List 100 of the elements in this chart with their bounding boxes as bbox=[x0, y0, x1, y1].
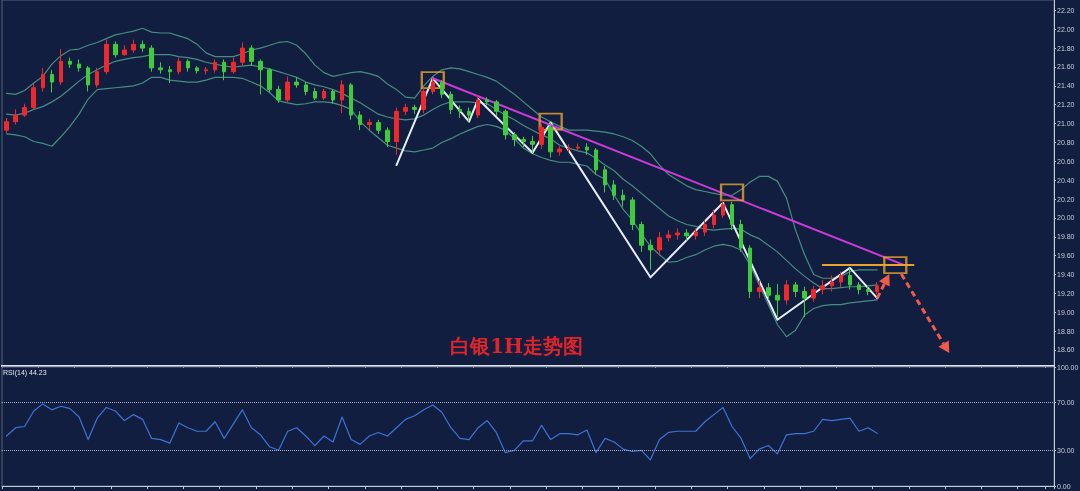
candlestick bbox=[567, 143, 571, 153]
candlestick bbox=[449, 91, 453, 115]
candlestick bbox=[412, 104, 417, 115]
candlestick bbox=[213, 58, 217, 74]
candlestick bbox=[621, 189, 625, 208]
candlestick bbox=[630, 196, 635, 231]
line-series bbox=[5, 76, 878, 338]
candlestick bbox=[158, 61, 163, 75]
candlestick bbox=[548, 122, 553, 159]
candlestick bbox=[249, 44, 254, 67]
candlestick bbox=[684, 228, 689, 242]
candlestick bbox=[331, 89, 335, 105]
candlestick bbox=[657, 231, 662, 257]
candlestick bbox=[712, 208, 716, 229]
candlestick bbox=[748, 244, 752, 299]
candlestick bbox=[811, 285, 816, 303]
candlestick bbox=[149, 44, 154, 73]
candlestick bbox=[458, 105, 462, 119]
point bbox=[720, 183, 745, 202]
candlestick bbox=[358, 110, 362, 131]
candlestick bbox=[304, 81, 308, 96]
candlestick bbox=[775, 283, 780, 318]
candlestick bbox=[512, 131, 517, 147]
candlestick bbox=[86, 65, 90, 92]
candlestick bbox=[168, 65, 172, 84]
candlestick bbox=[340, 79, 344, 114]
candlestick bbox=[285, 75, 290, 103]
candlestick bbox=[739, 219, 743, 253]
candlestick bbox=[476, 94, 480, 119]
candlestick bbox=[503, 108, 508, 141]
candlestick bbox=[594, 147, 598, 176]
candlestick bbox=[22, 103, 27, 118]
line-series bbox=[5, 403, 878, 461]
candlestick bbox=[839, 271, 843, 289]
candlestick bbox=[603, 165, 607, 193]
candlestick bbox=[267, 67, 272, 93]
candlestick bbox=[68, 57, 72, 69]
candlestick bbox=[258, 58, 263, 95]
candlestick bbox=[77, 58, 81, 73]
candlestick bbox=[521, 136, 526, 148]
candlestick bbox=[376, 119, 381, 135]
candlestick bbox=[666, 229, 671, 242]
candlestick bbox=[784, 279, 789, 306]
candlestick bbox=[31, 83, 36, 110]
candlestick bbox=[557, 145, 562, 157]
candlestick bbox=[820, 279, 825, 295]
candlestick bbox=[875, 281, 879, 295]
candlestick bbox=[4, 117, 9, 134]
candlestick bbox=[367, 118, 372, 131]
candlestick bbox=[222, 58, 226, 81]
candlestick bbox=[104, 39, 109, 76]
candlestick bbox=[50, 69, 54, 93]
candlestick bbox=[675, 227, 680, 241]
candlestick bbox=[576, 142, 580, 152]
text: 白银1H走势图 bbox=[450, 334, 583, 358]
candlestick bbox=[730, 201, 734, 231]
candlestick bbox=[41, 67, 45, 92]
candlestick bbox=[802, 286, 807, 318]
candlestick bbox=[721, 199, 725, 219]
candlestick bbox=[385, 126, 390, 148]
candlestick bbox=[95, 67, 99, 89]
candlestick bbox=[830, 274, 834, 292]
candlestick bbox=[766, 282, 771, 301]
candlestick bbox=[539, 123, 544, 150]
candlestick bbox=[122, 44, 127, 57]
candlestick bbox=[59, 48, 63, 86]
candlestick bbox=[294, 76, 299, 89]
candlestick bbox=[694, 227, 698, 241]
candlestick bbox=[13, 108, 18, 126]
candlestick bbox=[757, 279, 762, 299]
candlestick bbox=[113, 41, 118, 59]
candlestick bbox=[231, 57, 236, 75]
candlestick bbox=[848, 267, 852, 291]
candlestick bbox=[204, 66, 208, 76]
candlestick bbox=[403, 103, 408, 116]
point bbox=[538, 112, 563, 131]
candlestick bbox=[276, 85, 281, 104]
candlestick bbox=[349, 82, 353, 121]
candlestick bbox=[494, 99, 499, 117]
candlestick bbox=[240, 41, 245, 67]
candlestick bbox=[431, 77, 435, 95]
candlestick bbox=[186, 58, 190, 73]
point bbox=[883, 256, 908, 275]
candlestick bbox=[485, 96, 489, 107]
candlestick bbox=[421, 87, 426, 114]
candlestick bbox=[793, 281, 798, 298]
candlestick bbox=[140, 40, 145, 53]
point bbox=[420, 71, 445, 90]
candlestick bbox=[394, 107, 399, 156]
candlestick bbox=[648, 239, 653, 271]
candlestick bbox=[131, 39, 136, 54]
candlestick bbox=[703, 219, 707, 237]
candlestick bbox=[467, 107, 471, 123]
candlestick bbox=[585, 142, 589, 156]
candlestick bbox=[612, 179, 616, 201]
candlestick bbox=[440, 79, 444, 99]
candlestick bbox=[195, 65, 199, 75]
candlestick bbox=[639, 221, 644, 253]
candlestick bbox=[530, 135, 535, 154]
candlestick bbox=[857, 281, 861, 295]
